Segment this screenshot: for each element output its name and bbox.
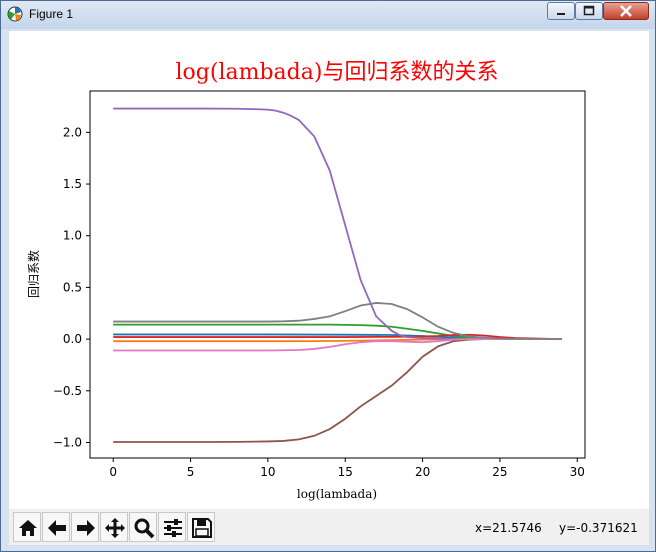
y-coordinate-readout: y=-0.371621 — [559, 521, 638, 535]
y-tick-label: 1.0 — [63, 229, 82, 243]
window-title: Figure 1 — [29, 7, 74, 21]
plot-area — [89, 90, 586, 459]
y-axis-label: 回归系数 — [26, 250, 41, 298]
series-line-7 — [113, 338, 562, 352]
pan-icon — [105, 518, 125, 538]
x-tick-label: 10 — [260, 465, 275, 479]
chart-title: log(lambada)与回归系数的关系 — [176, 60, 499, 85]
save-icon — [192, 518, 212, 538]
figure-canvas[interactable]: log(lambada)与回归系数的关系 0 5 10 15 20 25 30 −1.0 −0… — [9, 31, 649, 545]
y-tick-label: 0.5 — [63, 280, 82, 294]
home-icon — [19, 520, 37, 536]
forward-arrow-icon — [77, 520, 95, 536]
x-coordinate-readout: x=21.5746 — [475, 521, 542, 535]
series-line-3 — [113, 323, 562, 341]
back-button[interactable] — [42, 512, 70, 542]
matplotlib-app-icon — [7, 6, 23, 22]
configure-subplots-icon — [164, 519, 182, 537]
line-chart[interactable]: log(lambada)与回归系数的关系 0 5 10 15 20 25 30 −1.0 −0… — [9, 31, 649, 509]
maximize-icon — [583, 5, 595, 16]
pan-button[interactable] — [100, 512, 128, 542]
y-tick-label: 1.5 — [63, 177, 82, 191]
zoom-button[interactable] — [129, 512, 157, 542]
minimize-icon — [557, 13, 565, 15]
x-tick-label: 30 — [570, 465, 585, 479]
y-tick-label: −1.0 — [53, 435, 82, 449]
x-tick-label: 25 — [492, 465, 507, 479]
x-tick-label: 20 — [415, 465, 430, 479]
series-line-8 — [113, 302, 562, 341]
back-arrow-icon — [48, 520, 66, 536]
x-tick-label: 0 — [109, 465, 117, 479]
x-tick-label: 5 — [187, 465, 195, 479]
configure-subplots-button[interactable] — [158, 512, 186, 542]
x-tick-label: 15 — [338, 465, 353, 479]
close-button[interactable] — [603, 2, 649, 20]
close-icon — [620, 5, 632, 17]
minimize-button[interactable] — [547, 2, 575, 20]
zoom-icon — [134, 518, 155, 539]
series-layer — [113, 107, 562, 443]
x-axis-label: log(lambada) — [297, 487, 377, 501]
save-button[interactable] — [187, 512, 215, 542]
y-axis: −1.0 −0.5 0.0 0.5 1.0 1.5 2.0 — [53, 125, 90, 449]
y-tick-label: 2.0 — [63, 125, 82, 139]
series-line-4 — [113, 333, 562, 341]
y-tick-label: 0.0 — [63, 332, 82, 346]
series-line-5 — [113, 107, 562, 341]
x-axis: 0 5 10 15 20 25 30 — [109, 458, 585, 479]
y-tick-label: −0.5 — [53, 384, 82, 398]
maximize-button[interactable] — [575, 2, 603, 20]
navigation-toolbar: x=21.5746 y=-0.371621 — [9, 509, 649, 545]
home-button[interactable] — [13, 512, 41, 542]
forward-button[interactable] — [71, 512, 99, 542]
title-bar[interactable]: Figure 1 — [1, 1, 655, 29]
